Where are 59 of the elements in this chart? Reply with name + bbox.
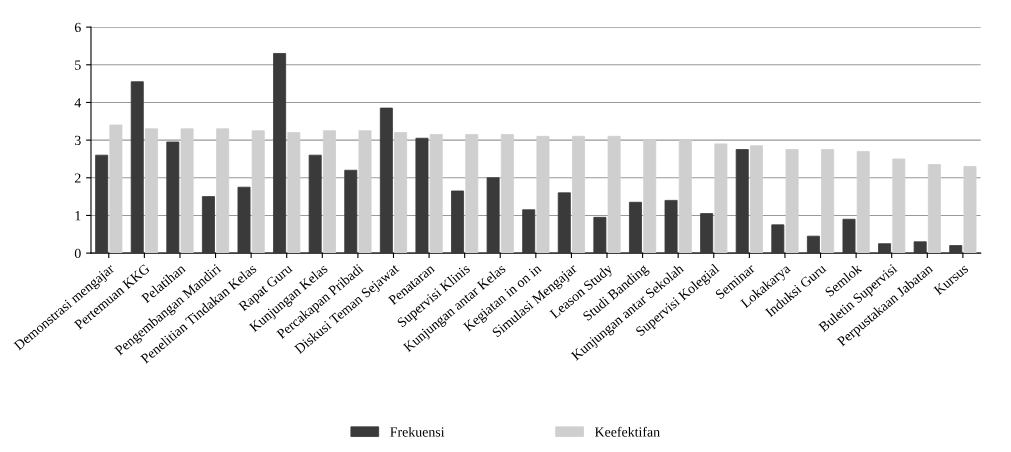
bar <box>273 53 287 254</box>
bar <box>572 135 585 254</box>
bar <box>500 134 514 254</box>
bar <box>643 139 657 254</box>
bar <box>465 134 479 254</box>
bar <box>308 154 322 254</box>
bar <box>878 243 892 254</box>
legend-label: Keefektifan <box>594 426 660 437</box>
bar <box>678 139 692 254</box>
bar <box>557 192 571 254</box>
bar <box>429 134 443 254</box>
bar <box>379 107 393 254</box>
y-tick-label: 2 <box>74 173 81 183</box>
bar <box>415 137 429 254</box>
bar <box>750 145 763 254</box>
bar <box>536 135 550 254</box>
bar <box>130 81 144 254</box>
bar <box>949 245 963 254</box>
bar <box>607 135 621 254</box>
bar <box>344 169 358 254</box>
bar <box>963 166 977 254</box>
bar <box>629 201 642 254</box>
bar <box>358 130 372 254</box>
bar <box>785 149 799 254</box>
bar <box>806 235 820 254</box>
y-tick-label: 5 <box>75 60 81 70</box>
bar <box>892 158 906 254</box>
bar <box>166 141 180 254</box>
bar <box>394 132 408 254</box>
bar <box>714 143 728 254</box>
bar <box>145 128 158 254</box>
y-tick-label: 1 <box>75 211 81 221</box>
y-tick-label: 6 <box>74 22 81 33</box>
bar <box>842 218 856 254</box>
y-tick-label: 3 <box>74 135 81 146</box>
bar <box>735 149 749 254</box>
bar <box>216 128 230 254</box>
bar <box>927 164 941 254</box>
bar <box>522 209 536 254</box>
bar <box>486 177 500 254</box>
bar <box>201 196 215 254</box>
bar <box>856 151 870 254</box>
y-tick-label: 0 <box>74 248 81 259</box>
bar <box>287 132 301 254</box>
bar <box>593 216 607 254</box>
bar <box>913 241 927 254</box>
bar <box>180 128 194 254</box>
bar <box>322 130 336 254</box>
bar <box>700 213 714 254</box>
bar <box>821 149 835 254</box>
bar <box>664 199 678 254</box>
bar <box>771 224 785 254</box>
y-tick-label: 4 <box>74 98 82 108</box>
bar <box>237 186 251 254</box>
bar <box>251 130 265 254</box>
bar <box>95 154 109 254</box>
legend-label: Frekuensi <box>390 426 445 437</box>
bar <box>109 124 123 254</box>
bar <box>451 190 465 254</box>
